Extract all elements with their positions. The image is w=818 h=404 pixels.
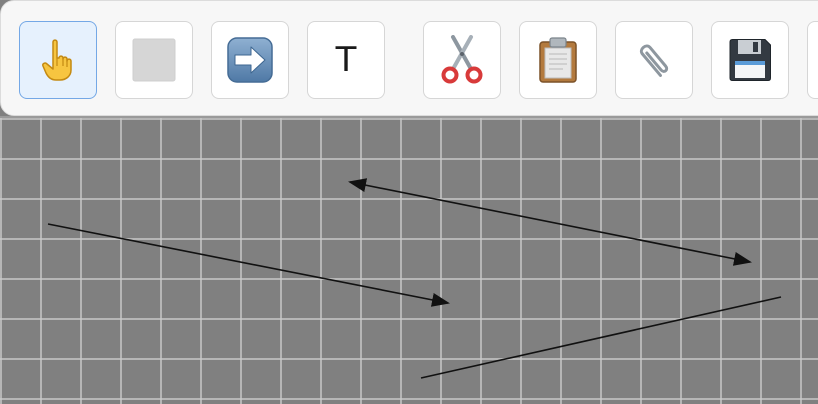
text-tool-button[interactable]: T [307,21,385,99]
arrow-tool-button[interactable] [211,21,289,99]
text-t-icon: T [320,34,372,86]
plain-line[interactable] [420,296,782,379]
more-tool-button[interactable] [807,21,818,99]
text-tool-label: T [335,40,357,80]
floppy-disk-icon [724,34,776,86]
save-tool-button[interactable] [711,21,789,99]
double-arrow-line[interactable] [348,178,752,266]
pointing-hand-icon [32,34,84,86]
drawing-canvas[interactable] [0,116,818,404]
arrow-line-left[interactable] [47,223,450,307]
canvas-shapes [47,178,782,379]
paste-tool-button[interactable] [519,21,597,99]
attach-tool-button[interactable] [615,21,693,99]
pointer-tool-button[interactable] [19,21,97,99]
clipboard-icon [532,34,584,86]
right-arrow-icon [224,34,276,86]
cut-tool-button[interactable] [423,21,501,99]
scissors-icon [436,34,488,86]
toolbar: T [0,0,818,116]
paperclip-icon [628,34,680,86]
gray-square-icon [128,34,180,86]
rectangle-tool-button[interactable] [115,21,193,99]
